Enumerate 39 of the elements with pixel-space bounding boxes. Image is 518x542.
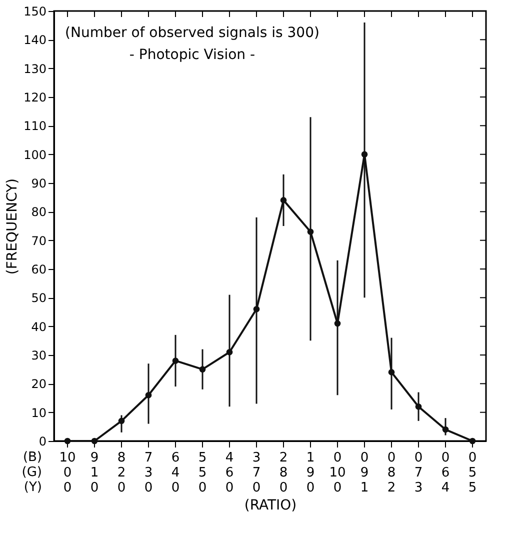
- x-tick-label: 3 7 0: [252, 450, 261, 496]
- x-tick-label: 0 6 4: [441, 450, 450, 496]
- y-tick-label: 80: [31, 205, 46, 220]
- x-tick-label: 2 8 0: [279, 450, 288, 496]
- text: (Number of observed signals is 300): [65, 25, 320, 41]
- x-tick-label: 0 9 1: [360, 450, 369, 496]
- x-tick-label: 0 5 5: [468, 450, 477, 496]
- text: - Photopic Vision -: [129, 47, 256, 63]
- y-tick-label: 50: [31, 291, 46, 306]
- y-tick-label: 100: [24, 148, 46, 162]
- x-tick-label: 0 8 2: [387, 450, 396, 496]
- x-tick-label: 0 7 3: [414, 450, 423, 496]
- y-tick-label: 90: [31, 176, 46, 190]
- x-tick-label: 4 6 0: [225, 450, 234, 496]
- x-axis-title: (RATIO): [244, 498, 297, 514]
- x-tick-label: 8 2 0: [117, 450, 126, 496]
- x-tick-label: 1 9 0: [306, 450, 315, 496]
- y-tick-label: 110: [24, 119, 46, 134]
- y-axis-title: (FREQUENCY): [4, 178, 21, 275]
- text: (G): [22, 465, 42, 480]
- x-tick-label: 9 1 0: [90, 450, 99, 496]
- y-tick-label: 30: [31, 348, 46, 362]
- y-tick-label: 20: [31, 377, 46, 392]
- x-tick-label: 7 3 0: [144, 450, 153, 496]
- y-tick-label: 70: [31, 234, 46, 248]
- y-tick-label: 150: [24, 4, 46, 18]
- x-tick-label: 6 4 0: [171, 450, 180, 496]
- x-tick-label: 0 10 0: [329, 450, 346, 496]
- y-tick-label: 10: [31, 406, 46, 420]
- x-tick-label: 5 5 0: [198, 450, 207, 496]
- y-tick-label: 0: [38, 434, 46, 448]
- y-tick-label: 40: [31, 320, 46, 334]
- x-tick-label: 10 0 0: [59, 450, 76, 496]
- text: (Y): [24, 480, 42, 495]
- text: (B): [22, 450, 42, 465]
- y-tick-label: 130: [24, 62, 46, 76]
- y-tick-label: 140: [24, 33, 46, 48]
- y-tick-label: 120: [24, 90, 46, 104]
- y-tick-label: 60: [31, 262, 46, 276]
